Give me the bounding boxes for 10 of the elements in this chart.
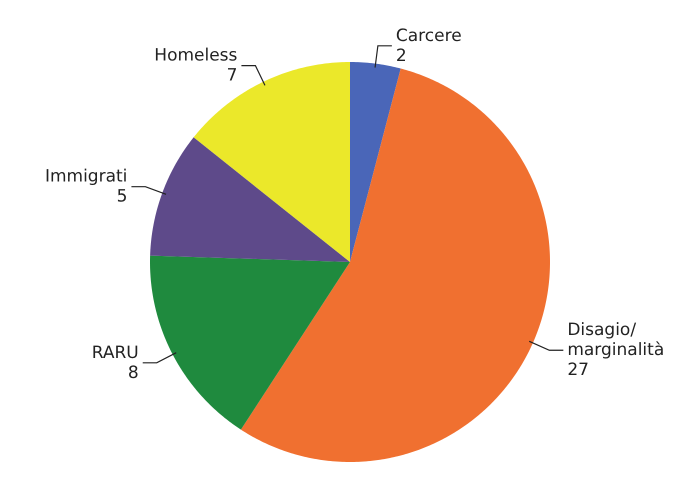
data-label: 2 [396,46,407,66]
data-label: 5 [116,186,128,207]
slice-label: Homeless [154,46,238,66]
slice-label: Carcere [396,26,462,46]
slice-label: Disagio/marginalità [567,320,664,360]
data-label: 27 [567,360,589,380]
data-label: 7 [226,66,238,86]
slice-label: Immigrati [44,166,128,187]
data-label: 8 [128,362,139,383]
slice-label: RARU [92,342,139,363]
